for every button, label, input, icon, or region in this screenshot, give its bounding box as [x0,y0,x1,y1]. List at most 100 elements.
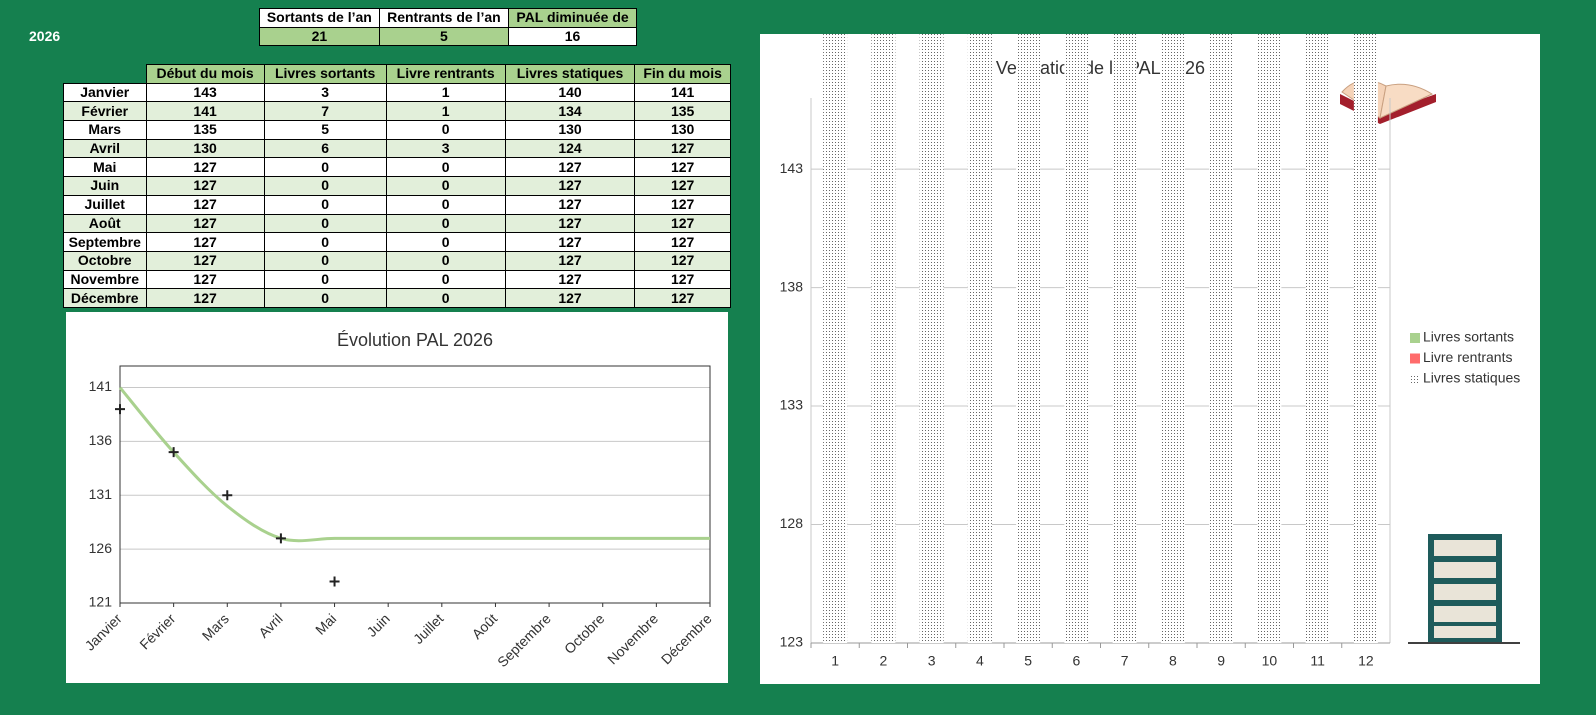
bar-segment [823,34,848,643]
x-tick-label: 12 [1358,653,1374,669]
x-tick-label: Septembre [494,610,554,670]
chart-title: Ventilation de la PAL 2026 [996,58,1205,78]
cell: 0 [263,269,387,290]
summary-value: 5 [378,26,510,47]
bar-segment [967,34,992,643]
bar-segment [1209,34,1234,643]
cell: 127 [145,213,265,234]
legend-swatch [1410,353,1420,364]
bar-segment [1064,34,1089,643]
cell: 127 [145,176,265,196]
cell: 0 [263,232,387,252]
table-row: Juillet 127 0 0 127 127 [63,194,731,215]
cell: 127 [504,157,636,178]
table-row: Août 127 0 0 127 127 [63,213,731,234]
cell: 0 [263,250,387,271]
table-row: Octobre 127 0 0 127 127 [63,250,731,271]
summary-header: PAL diminuée de [508,8,637,28]
summary-value: 21 [259,26,380,47]
month-cell: Septembre [63,232,147,252]
y-tick-label: 133 [780,397,804,413]
cell: 127 [504,194,636,215]
month-cell: Avril [63,138,147,159]
legend-label: Livre rentrants [1423,349,1512,365]
chart-title: Évolution PAL 2026 [337,330,493,350]
cell: 127 [634,269,731,290]
column-header: Début du mois [145,64,265,84]
legend-label: Livres sortants [1423,329,1514,345]
x-tick-label: Décembre [658,610,715,667]
y-tick-label: 131 [89,486,113,502]
y-tick-label: 141 [89,378,113,394]
bar-segment [871,34,896,643]
cell: 127 [504,250,636,271]
column-header: Livres sortants [263,64,387,84]
x-tick-label: 3 [928,653,936,669]
table-row: Mars 135 5 0 130 130 [63,120,731,140]
table-row: Avril 130 6 3 124 127 [63,138,731,159]
x-tick-label: Juin [363,610,392,639]
line-chart: Évolution PAL 2026 121 126 131 136 141 Janvier… [66,312,728,683]
cell: 127 [504,232,636,252]
cell: 127 [634,288,731,308]
y-tick-label: 128 [780,515,804,531]
header-row: Début du mois Livres sortants Livre rentra… [64,64,731,84]
point-marker [115,404,125,415]
cell: 127 [504,269,636,290]
cell: 130 [634,120,731,140]
cell: 130 [504,120,636,140]
cell: 0 [385,288,506,308]
cell: 0 [263,194,387,215]
cell: 127 [634,138,731,159]
point-marker [222,490,233,501]
x-tick-label: 2 [879,653,887,669]
cell: 0 [385,250,506,271]
x-tick-label: 5 [1024,653,1032,669]
cell: 141 [634,82,731,103]
x-tick-label: Mai [312,610,339,637]
cell: 127 [504,213,636,234]
table-row: Juin 127 0 0 127 127 [63,176,731,196]
x-tick-label: Mars [199,610,232,643]
column-header: Livre rentrants [385,64,506,84]
x-tick-label: Janvier [82,610,125,653]
cell: 127 [145,157,265,178]
cell: 127 [634,213,731,234]
cell: 127 [145,269,265,290]
cell: 0 [385,269,506,290]
x-tick-label: Août [469,610,501,642]
month-cell: Février [63,101,147,122]
cell: 127 [634,194,731,215]
cell: 127 [145,288,265,308]
legend-label: Livres statiques [1423,370,1520,386]
x-tick-label: Novembre [604,610,661,667]
cell: 135 [145,120,265,140]
cell: 0 [385,176,506,196]
cell: 127 [634,176,731,196]
bar-segment [1160,34,1185,643]
cell: 127 [634,157,731,178]
cell: 0 [263,157,387,178]
cell: 127 [145,250,265,271]
y-tick-label: 143 [780,160,804,176]
summary-value: 16 [508,26,637,47]
cell: 143 [145,82,265,103]
cell: 0 [263,288,387,308]
summary-header: Rentrants de l’an [378,8,510,28]
month-cell: Janvier [63,82,147,103]
x-tick-label: 8 [1169,653,1177,669]
cell: 124 [504,138,636,159]
cell: 127 [634,250,731,271]
month-cell: Juin [63,176,147,196]
cell: 0 [385,157,506,178]
summary-value-row: 21 5 16 [259,26,637,47]
legend-swatch [1410,333,1420,343]
month-table: Début du mois Livres sortants Livre rentra… [63,64,731,308]
y-tick-label: 138 [780,278,804,294]
point-marker [275,533,286,544]
line-series [118,386,710,543]
table-row: Décembre 127 0 0 127 127 [63,288,731,308]
cell: 3 [263,82,387,103]
plot-border [119,365,711,604]
